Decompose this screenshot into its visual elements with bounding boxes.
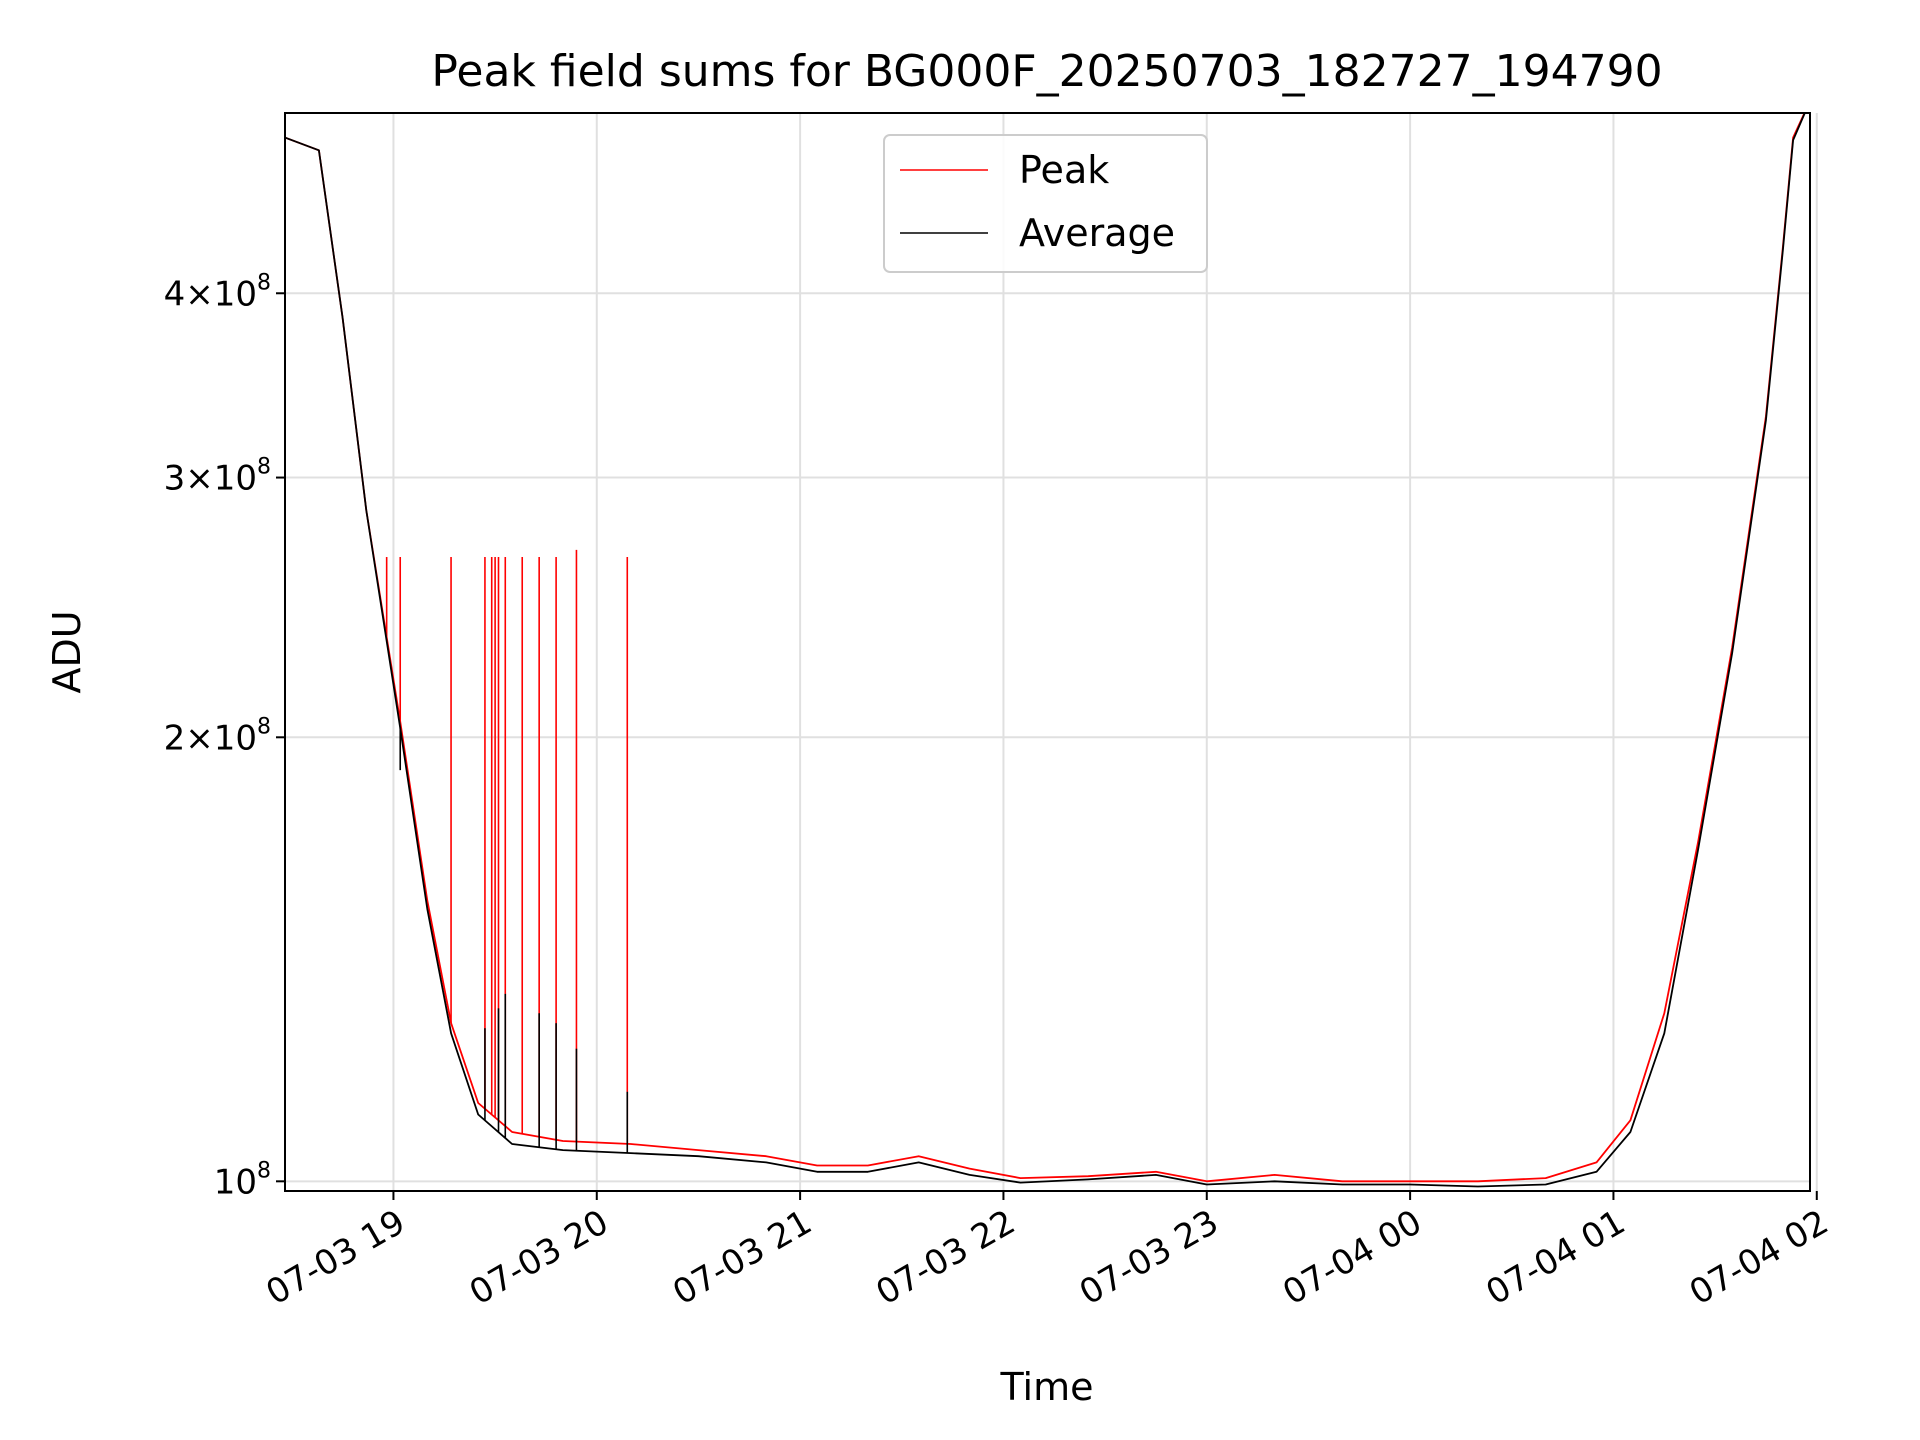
series-average <box>285 113 1806 1188</box>
y-tick-label: 3×108 <box>164 455 271 499</box>
legend-peak-label: Peak <box>1019 148 1109 192</box>
y-tick-label: 108 <box>214 1158 271 1202</box>
x-axis-label: Time <box>1000 1365 1094 1409</box>
axes-frame <box>284 112 1811 1192</box>
legend: Peak Average <box>883 134 1208 273</box>
plot-area <box>285 113 1806 1188</box>
grid-lines <box>285 113 1818 1191</box>
y-tick-label: 2×108 <box>164 714 271 758</box>
series-line-average <box>285 113 1806 1188</box>
series-line-peak <box>285 113 1806 1183</box>
chart-title: Peak field sums for BG000F_20250703_1827… <box>431 46 1662 97</box>
y-axis-ticks: 108 2×108 3×108 4×108 <box>164 270 285 1202</box>
legend-average-label: Average <box>1019 211 1175 255</box>
y-axis-label: ADU <box>45 610 89 693</box>
y-tick-label: 4×108 <box>164 270 271 314</box>
